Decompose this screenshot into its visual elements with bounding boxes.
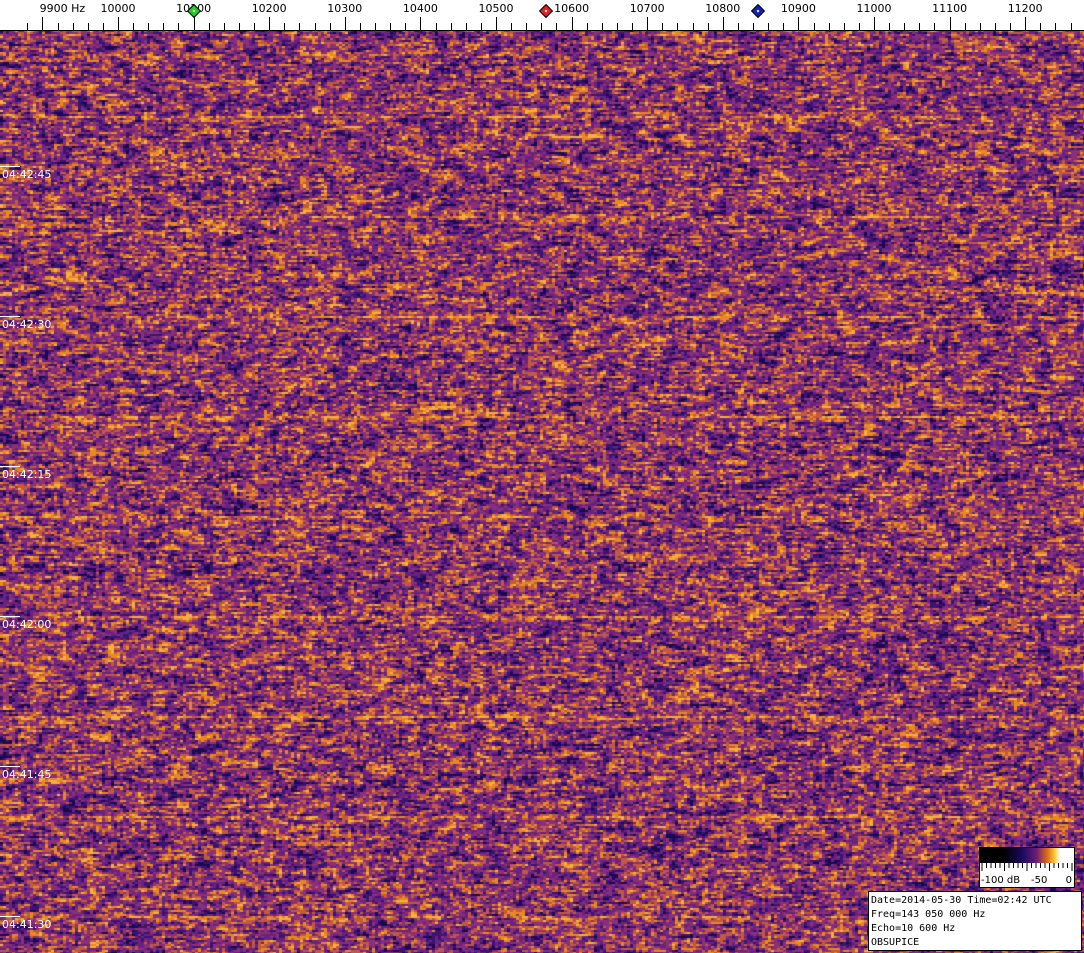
frequency-tick-label: 11000 [856,2,892,15]
frequency-ticks [27,17,1072,30]
info-date-time: Date=2014-05-30 Time=02:42 UTC [871,895,1052,906]
frequency-tick-label: 11100 [932,2,968,15]
frequency-tick-label: 9900 Hz [39,2,86,15]
info-echo: Echo=10 600 Hz [871,923,956,934]
info-frequency: Freq=143 050 000 Hz [871,909,986,920]
frequency-tick-label: 10000 [100,2,136,15]
scale-label-min: -100 dB [981,875,1021,886]
time-tick-label: 04:42:15 [2,468,52,481]
waterfall-heatmap [0,30,1084,953]
frequency-tick-label: 10200 [251,2,287,15]
frequency-axis: 9900 Hz100001010010200103001040010500106… [0,0,1084,31]
info-station: OBSUPICE [871,937,920,948]
scale-label-mid: -50 [1031,875,1048,886]
frequency-tick-label: 10900 [780,2,816,15]
time-tick [0,466,20,467]
time-tick [0,916,20,917]
scale-label-max: 0 [1065,875,1072,886]
time-tick [0,616,20,617]
frequency-tick-label: 10500 [478,2,514,15]
time-tick [0,316,20,317]
frequency-tick-label: 10300 [327,2,363,15]
time-tick-label: 04:42:45 [2,168,52,181]
color-scale-bar [980,848,1074,863]
time-tick-label: 04:41:45 [2,768,52,781]
color-scale-legend: -100 dB -50 0 [979,847,1075,888]
frequency-tick-label: 11200 [1007,2,1043,15]
time-tick-label: 04:42:00 [2,618,52,631]
time-tick [0,166,20,167]
info-box: Date=2014-05-30 Time=02:42 UTC Freq=143 … [868,891,1082,951]
frequency-tick-label: 10600 [554,2,590,15]
time-tick-label: 04:42:30 [2,318,52,331]
frequency-tick-label: 10800 [705,2,741,15]
frequency-tick-label: 10700 [629,2,665,15]
time-tick [0,766,20,767]
frequency-tick-label: 10400 [402,2,438,15]
color-scale-ticks [981,863,1073,871]
time-tick-label: 04:41:30 [2,918,52,931]
